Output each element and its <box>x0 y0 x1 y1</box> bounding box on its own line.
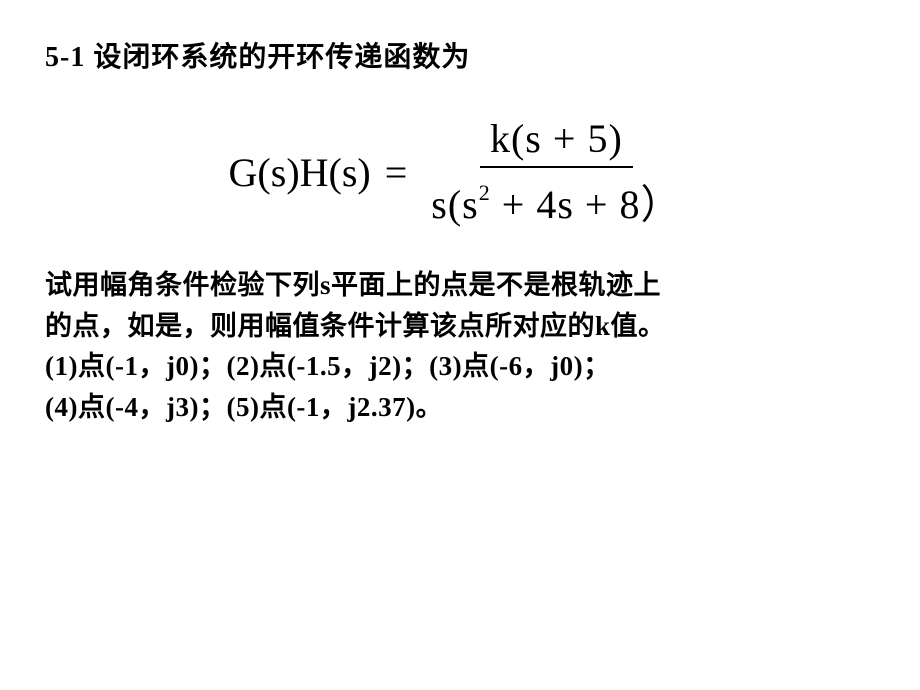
text-2b: k <box>595 311 611 341</box>
text-1b: s <box>320 270 331 300</box>
problem-title-text: 设闭环系统的开环传递函数为 <box>93 42 470 73</box>
denom-plus1: + <box>502 182 526 227</box>
equation-lhs: G(s)H(s) <box>229 149 371 196</box>
transfer-function-equation: G(s)H(s) = k(s + 5) s(s2 + 4s + 8） <box>229 115 692 230</box>
denom-exponent: 2 <box>479 180 491 205</box>
problem-body: 试用幅角条件检验下列s平面上的点是不是根轨迹上 的点，如是，则用幅值条件计算该点… <box>45 265 875 427</box>
body-line-1: 试用幅角条件检验下列s平面上的点是不是根轨迹上 <box>45 265 875 306</box>
p3-label: 点 <box>462 351 490 381</box>
numerator: k(s + 5) <box>480 115 633 168</box>
p1-label: 点 <box>78 351 106 381</box>
p5-coord: (-1，j2.37) <box>287 392 416 422</box>
text-2c: 值。 <box>611 311 666 341</box>
denom-end: 8） <box>619 182 681 227</box>
equation-block: G(s)H(s) = k(s + 5) s(s2 + 4s + 8） <box>45 115 875 230</box>
p1-num: (1) <box>45 351 78 381</box>
body-line-3: (1)点(-1，j0)；(2)点(-1.5，j2)；(3)点(-6，j0)； <box>45 346 875 387</box>
p4-sep: ； <box>199 392 227 422</box>
p2-coord: (-1.5，j2) <box>287 351 402 381</box>
p5-end: 。 <box>416 392 444 422</box>
problem-title: 5-1 设闭环系统的开环传递函数为 <box>45 35 875 75</box>
num-part1: k(s <box>490 116 542 161</box>
text-1c: 平面上的点是不是根轨迹上 <box>331 270 661 300</box>
body-line-4: (4)点(-4，j3)；(5)点(-1，j2.37)。 <box>45 387 875 428</box>
p3-coord: (-6，j0) <box>490 351 583 381</box>
text-1a: 试用幅角条件检验下列 <box>45 270 320 300</box>
denom-plus2: + <box>585 182 609 227</box>
p4-num: (4) <box>45 392 78 422</box>
text-2a: 的点，如是，则用幅值条件计算该点所对应的 <box>45 311 595 341</box>
denominator: s(s2 + 4s + 8） <box>421 168 691 230</box>
equals-sign: = <box>385 149 408 196</box>
problem-number: 5-1 <box>45 42 85 73</box>
p3-sep: ； <box>583 351 611 381</box>
p3-num: (3) <box>429 351 462 381</box>
p2-sep: ； <box>402 351 430 381</box>
fraction: k(s + 5) s(s2 + 4s + 8） <box>421 115 691 230</box>
p1-sep: ； <box>199 351 227 381</box>
num-op: + <box>553 116 577 161</box>
p5-label: 点 <box>259 392 287 422</box>
p2-num: (2) <box>226 351 259 381</box>
p4-coord: (-4，j3) <box>105 392 198 422</box>
denom-4s: 4s <box>536 182 574 227</box>
p1-coord: (-1，j0) <box>105 351 198 381</box>
p4-label: 点 <box>78 392 106 422</box>
num-part2: 5) <box>587 116 622 161</box>
p2-label: 点 <box>259 351 287 381</box>
denom-s: s(s <box>431 182 478 227</box>
p5-num: (5) <box>226 392 259 422</box>
body-line-2: 的点，如是，则用幅值条件计算该点所对应的k值。 <box>45 306 875 347</box>
